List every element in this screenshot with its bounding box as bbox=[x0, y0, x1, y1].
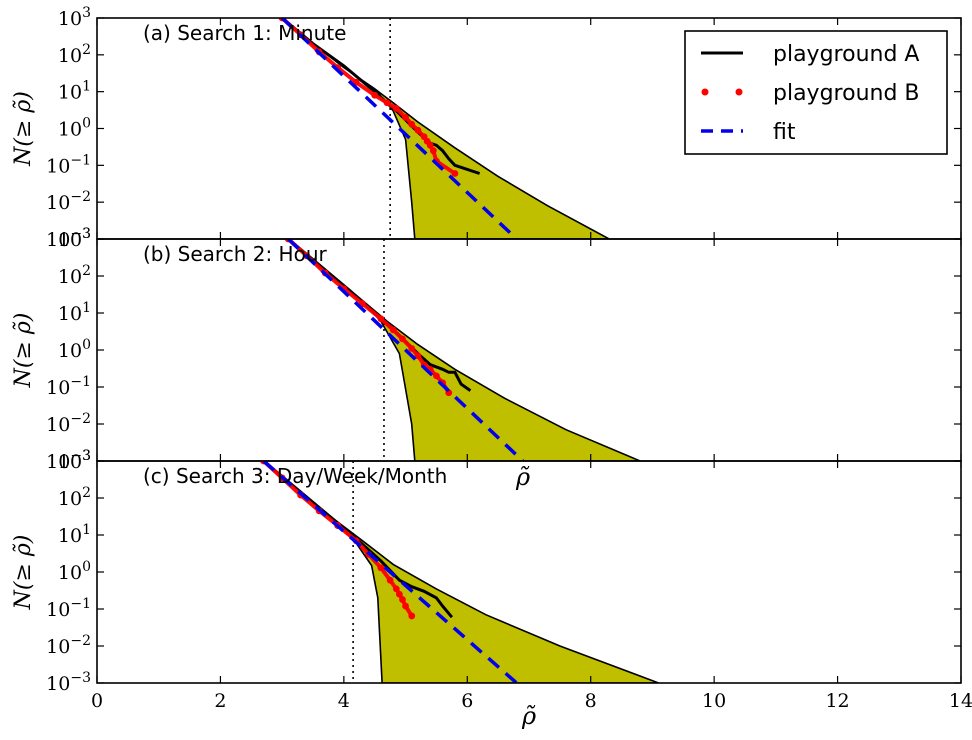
y-tick-label: 101 bbox=[58, 522, 91, 547]
x-tick-label: 8 bbox=[585, 690, 597, 712]
y-axis-label: N(≥ ρ̃) bbox=[11, 91, 36, 167]
y-tick-label: 101 bbox=[58, 300, 91, 325]
y-tick-label: 10−2 bbox=[46, 411, 91, 436]
x-tick-label: 0 bbox=[91, 690, 103, 712]
legend-label: playground A bbox=[773, 42, 919, 67]
playground-b-point bbox=[386, 576, 394, 584]
series-playground-a bbox=[262, 461, 454, 619]
playground-b-point bbox=[414, 352, 422, 360]
legend-swatch-b-dot bbox=[701, 88, 709, 96]
y-tick-label: 10−1 bbox=[46, 152, 91, 177]
panel-title: (c) Search 3: Day/Week/Month bbox=[143, 464, 447, 488]
playground-b-point bbox=[377, 564, 385, 572]
y-tick-label: 10−1 bbox=[46, 374, 91, 399]
y-tick-label: 10−1 bbox=[46, 596, 91, 621]
series-fit bbox=[280, 18, 518, 239]
x-axis-label-middle: ρ̃ bbox=[515, 463, 530, 491]
playground-b-point bbox=[408, 120, 416, 128]
panel-title: (a) Search 1: Minute bbox=[143, 21, 346, 45]
series-fit bbox=[262, 461, 518, 683]
y-axis-label: N(≥ ρ̃) bbox=[11, 313, 36, 389]
x-tick-label: 2 bbox=[214, 690, 226, 712]
playground-b-point bbox=[451, 170, 459, 177]
panel-title: (b) Search 2: Hour bbox=[143, 242, 327, 266]
confidence-band bbox=[263, 461, 659, 683]
confidence-band bbox=[281, 18, 610, 239]
y-tick-label: 102 bbox=[58, 42, 91, 67]
plot-area bbox=[278, 18, 610, 239]
plot-area bbox=[284, 239, 641, 461]
playground-b-point bbox=[426, 141, 434, 149]
y-axis-label: N(≥ ρ̃) bbox=[11, 535, 36, 611]
playground-b-point bbox=[392, 105, 400, 112]
y-tick-label: 103 bbox=[58, 5, 91, 30]
y-tick-label: 10−2 bbox=[46, 189, 91, 214]
playground-b-point bbox=[402, 602, 409, 610]
x-tick-label: 12 bbox=[825, 690, 849, 712]
y-tick-label: 102 bbox=[58, 263, 91, 288]
playground-b-point bbox=[389, 326, 397, 334]
y-tick-label: 100 bbox=[58, 559, 91, 584]
playground-b-point bbox=[399, 335, 406, 343]
y-tick-label: 100 bbox=[58, 116, 91, 141]
y-tick-label: 10−3 bbox=[46, 226, 91, 251]
legend-swatch-b-dot bbox=[735, 88, 743, 96]
playground-b-point bbox=[408, 345, 416, 352]
x-axis-label-bottom: ρ̃ bbox=[521, 702, 536, 730]
legend-label: fit bbox=[773, 120, 796, 145]
series-fit bbox=[287, 239, 525, 461]
playground-b-point bbox=[396, 590, 403, 598]
y-tick-label: 102 bbox=[58, 485, 91, 510]
legend-label: playground B bbox=[773, 81, 920, 106]
playground-b-point bbox=[371, 91, 379, 99]
legend: playground A playground B fit bbox=[684, 30, 948, 155]
confidence-band bbox=[287, 239, 641, 461]
playground-b-point bbox=[377, 315, 385, 323]
playground-b-point bbox=[402, 114, 409, 121]
panel-3: 0 2 4 6 8 10 12 14 103 102 101 100 10−1 10−2 10−3 N(≥ ρ… bbox=[11, 448, 972, 712]
y-tick-label: 103 bbox=[58, 448, 91, 473]
x-tick-label: 4 bbox=[338, 690, 350, 712]
playground-b-point bbox=[414, 126, 422, 134]
playground-b-point bbox=[433, 372, 440, 380]
playground-b-point bbox=[429, 147, 437, 155]
playground-b-point bbox=[383, 99, 391, 107]
plot-area bbox=[260, 461, 659, 683]
x-tick-label: 10 bbox=[702, 690, 726, 712]
y-tick-label: 100 bbox=[58, 337, 91, 362]
panel-1: 103 102 101 100 10−1 10−2 10−3 N(≥ ρ̃) (a) Searc… bbox=[11, 5, 962, 251]
x-tick-label: 14 bbox=[949, 690, 972, 712]
y-tick-label: 101 bbox=[58, 79, 91, 104]
y-tick-label: 10−2 bbox=[46, 633, 91, 658]
y-tick-label: 10−3 bbox=[46, 670, 91, 695]
y-tick-label: 10−3 bbox=[46, 448, 91, 473]
x-tick-label: 6 bbox=[461, 690, 473, 712]
y-tick-label: 103 bbox=[58, 226, 91, 251]
playground-b-point bbox=[399, 596, 406, 603]
panel-2: 103 102 101 100 10−1 10−2 10−3 N(≥ ρ̃) (b) Searc… bbox=[11, 226, 962, 473]
playground-b-point bbox=[392, 585, 400, 593]
playground-b-point bbox=[408, 612, 416, 620]
